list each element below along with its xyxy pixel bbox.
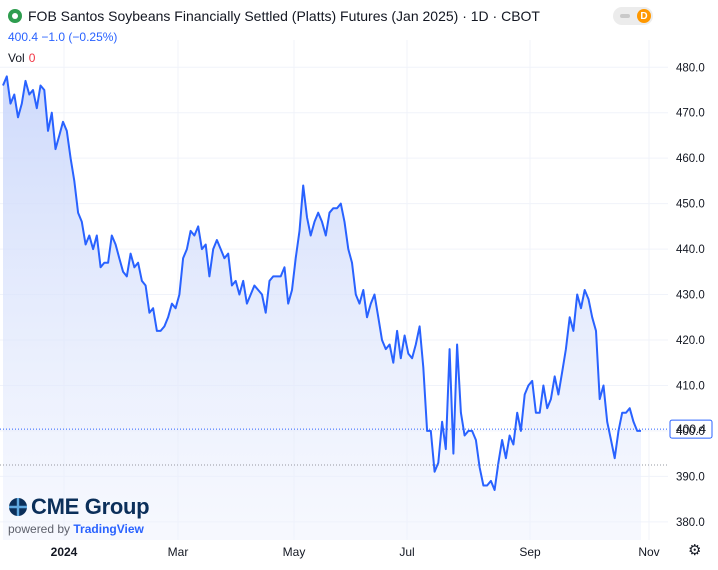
y-tick-label: 450.0 — [676, 199, 705, 211]
price-change: 400.4 −1.0 (−0.25%) — [8, 30, 118, 44]
x-tick-label: 2024 — [51, 545, 78, 559]
cme-globe-icon — [9, 498, 27, 516]
y-tick-label: 470.0 — [676, 108, 705, 120]
vol-value: 0 — [28, 51, 36, 65]
powered-by: powered by TradingView — [8, 522, 149, 536]
brand-watermark[interactable]: CME Group powered by TradingView — [8, 494, 150, 536]
y-tick-label: 440.0 — [676, 244, 705, 256]
badge-toggle[interactable]: D — [613, 7, 653, 25]
volume-legend: Vol 0 — [8, 51, 35, 65]
symbol-title[interactable]: FOB Santos Soybeans Financially Settled … — [28, 8, 540, 24]
last-price-label: 400.4 — [676, 422, 706, 436]
vol-label: Vol — [8, 51, 25, 65]
y-tick-label: 390.0 — [676, 471, 705, 483]
y-tick-label: 460.0 — [676, 153, 705, 165]
y-tick-label: 420.0 — [676, 335, 705, 347]
x-tick-label: Mar — [168, 545, 189, 559]
price-area — [3, 76, 641, 541]
x-tick-label: May — [283, 545, 306, 559]
pill-track — [620, 14, 630, 18]
green-circle-icon — [8, 9, 22, 23]
badge-d: D — [637, 9, 651, 23]
chart-header: FOB Santos Soybeans Financially Settled … — [8, 8, 540, 24]
y-tick-label: 400.0 — [676, 426, 705, 438]
x-tick-label: Nov — [638, 545, 659, 559]
x-tick-label: Sep — [519, 545, 541, 559]
powered-prefix: powered by — [8, 522, 71, 536]
y-tick-label: 380.0 — [676, 517, 705, 529]
price-series-line — [2, 75, 641, 491]
y-tick-label: 430.0 — [676, 290, 705, 302]
last-price-box — [669, 419, 713, 439]
y-tick-label: 410.0 — [676, 380, 705, 392]
x-tick-label: Jul — [399, 545, 414, 559]
brand-name: CME Group — [31, 494, 150, 519]
powered-name: TradingView — [73, 522, 144, 536]
gear-icon[interactable]: ⚙ — [688, 542, 702, 559]
y-tick-label: 480.0 — [676, 62, 705, 74]
